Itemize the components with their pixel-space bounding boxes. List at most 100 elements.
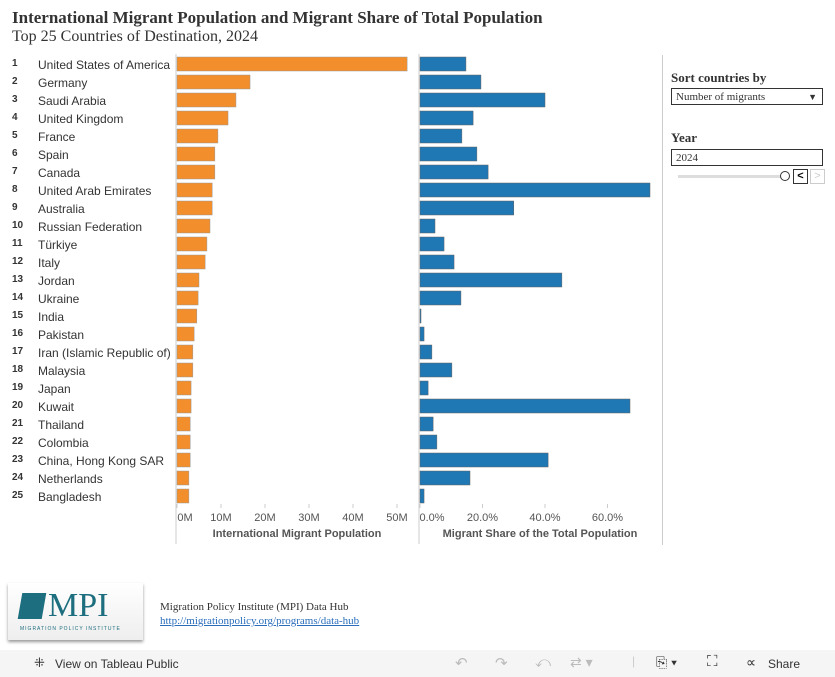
rank-label: 1 [12,58,18,69]
population-bar [176,308,198,324]
share-icon[interactable]: ∝ [746,654,757,670]
mpi-logo[interactable]: MPI MIGRATION POLICY INSTITUTE [8,583,143,640]
rank-label: 14 [12,292,24,303]
population-tick-label: 10M [210,512,231,524]
population-bar [176,344,194,360]
population-bar [176,218,211,234]
rank-label: 11 [12,238,23,249]
rank-label: 2 [12,76,18,87]
population-bar [176,380,192,396]
logo-text: MPI [48,587,109,624]
share-bar [419,182,651,198]
share-bar [419,74,482,90]
share-axis-title: Migrant Share of the Total Population [443,528,638,540]
country-label: Thailand [38,418,84,432]
share-bar [419,326,425,342]
country-label: Ukraine [38,292,80,306]
country-label: Bangladesh [38,490,101,504]
sort-dropdown[interactable]: Number of migrants ▼ [671,88,823,105]
year-slider-track[interactable] [678,175,784,178]
population-bar [176,74,251,90]
country-label: Colombia [38,436,89,450]
bar-charts: 1 United States of America 2 Germany 3 Saudi … [12,54,651,544]
population-bar [176,452,191,468]
population-bar [176,128,219,144]
divider [662,55,663,545]
country-label: Türkiye [38,238,78,252]
share-bar [419,254,455,270]
share-bar [419,56,467,72]
year-slider-handle[interactable] [780,171,790,181]
download-icon[interactable]: ⎘ ▾ [656,654,677,670]
population-bar [176,434,191,450]
country-label: Australia [38,202,85,216]
rank-label: 10 [12,220,24,231]
share-bar [419,92,546,108]
share-bar [419,308,422,324]
year-input[interactable]: 2024 [671,149,823,166]
next-year-button[interactable]: > [810,169,825,184]
share-bar [419,398,631,414]
population-bar [176,488,190,504]
rank-label: 20 [12,400,24,411]
share-tick-label: 20.0% [467,512,498,524]
share-bar [419,128,463,144]
rank-label: 25 [12,490,24,501]
source-link[interactable]: http://migrationpolicy.org/programs/data… [160,615,360,627]
sort-value: Number of migrants [676,91,766,103]
country-label: Netherlands [38,472,103,486]
rank-label: 24 [12,472,24,483]
population-tick-label: 50M [386,512,407,524]
share-bar [419,164,489,180]
share-bar [419,416,434,432]
chart-subtitle: Top 25 Countries of Destination, 2024 [12,28,258,45]
country-label: United Arab Emirates [38,184,151,198]
population-bar [176,182,213,198]
view-on-tableau-link[interactable]: View on Tableau Public [55,657,179,671]
country-label: Spain [38,148,69,162]
country-label: France [38,130,76,144]
rank-label: 5 [12,130,18,141]
country-label: Canada [38,166,80,180]
revert-icon[interactable]: ⤺ [535,654,552,671]
rank-label: 7 [12,166,18,177]
logo-subtext: MIGRATION POLICY INSTITUTE [20,626,121,632]
population-bar [176,416,191,432]
year-label: Year [671,130,697,145]
population-tick-label: 40M [342,512,363,524]
population-bar [176,326,195,342]
population-bar [176,254,206,270]
population-bar [176,272,200,288]
population-bar [176,56,408,72]
chart-title: International Migrant Population and Mig… [12,8,543,27]
country-label: Saudi Arabia [38,94,106,108]
rank-label: 16 [12,328,24,339]
population-tick-label: 20M [254,512,275,524]
tableau-toolbar: ⁜ View on Tableau Public ↶ ↷ ⤺ ⇄ ▾ | ⎘ ▾… [0,650,835,677]
share-bar [419,290,462,306]
country-label: Italy [38,256,60,270]
population-bar [176,164,216,180]
undo-icon[interactable]: ↶ [455,655,468,672]
rank-label: 15 [12,310,24,321]
rank-label: 23 [12,454,24,465]
rank-label: 17 [12,346,24,357]
country-label: India [38,310,64,324]
population-bar [176,470,190,486]
population-bar [176,398,192,414]
share-bar [419,200,514,216]
share-bar [419,488,425,504]
refresh-icon[interactable]: ⇄ ▾ [570,654,593,670]
country-label: United Kingdom [38,112,123,126]
population-bar [176,110,229,126]
prev-year-button[interactable]: < [793,169,808,184]
share-bar [419,236,445,252]
fullscreen-icon[interactable]: ⛶ [707,653,718,670]
population-bar [176,290,199,306]
share-tick-label: 40.0% [529,512,560,524]
share-bar [419,452,549,468]
country-label: Pakistan [38,328,84,342]
redo-icon[interactable]: ↷ [495,655,508,672]
country-label: United States of America [38,58,170,72]
share-button[interactable]: Share [768,657,801,671]
